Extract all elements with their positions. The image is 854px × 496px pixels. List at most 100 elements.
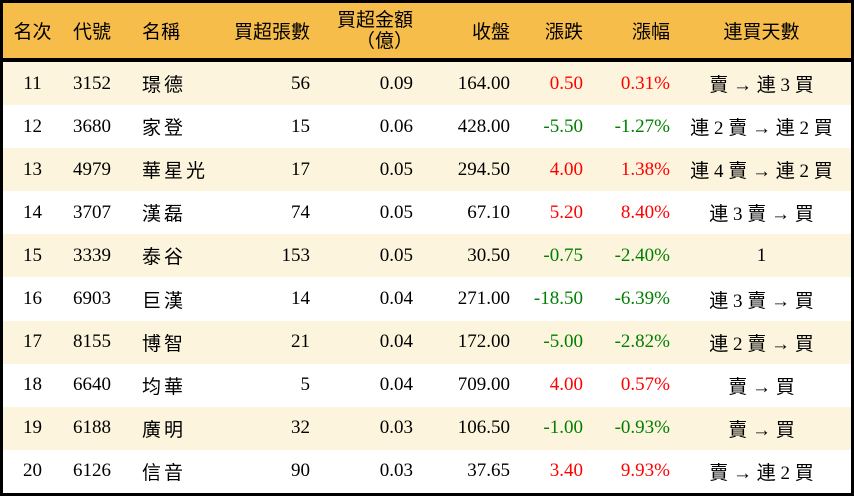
- table-row: 16 6903 巨漢 14 0.04 271.00 -18.50 -6.39% …: [3, 277, 851, 321]
- cell-streak: 1: [756, 244, 767, 266]
- table-row: 12 3680 家登 15 0.06 428.00 -5.50 -1.27% 連…: [3, 105, 851, 149]
- header-close: 收盤: [471, 22, 510, 43]
- cell-change: 4.00: [549, 158, 583, 180]
- cell-close: 37.65: [467, 460, 510, 482]
- cell-streak: 賣 → 買: [728, 376, 795, 398]
- cell-name: 華星光: [142, 161, 209, 183]
- cell-name: 家登: [142, 118, 187, 140]
- cell-rank: 17: [23, 331, 42, 353]
- cell-name: 璟德: [142, 75, 187, 97]
- cell-name: 泰谷: [142, 247, 187, 269]
- cell-buy-volume: 32: [291, 417, 310, 439]
- cell-code: 6640: [73, 374, 111, 396]
- cell-change: -5.00: [543, 331, 583, 353]
- cell-code: 3339: [73, 244, 111, 266]
- cell-rank: 19: [23, 417, 42, 439]
- cell-name: 漢磊: [142, 204, 187, 226]
- cell-streak: 連 4 賣 → 連 2 買: [690, 161, 833, 183]
- cell-streak: 賣 → 買: [728, 419, 795, 441]
- table-row: 20 6126 信音 90 0.03 37.65 3.40 9.93% 賣 → …: [3, 449, 851, 493]
- cell-close: 164.00: [457, 72, 510, 94]
- cell-buy-amount: 0.03: [379, 460, 413, 482]
- header-change: 漲跌: [544, 22, 583, 43]
- cell-streak: 連 3 賣 → 買: [709, 204, 814, 226]
- cell-change-pct: -2.82%: [614, 331, 670, 353]
- cell-buy-volume: 74: [291, 201, 310, 223]
- cell-code: 6188: [73, 417, 111, 439]
- cell-change: -1.00: [543, 417, 583, 439]
- cell-buy-amount: 0.06: [379, 115, 413, 137]
- cell-rank: 20: [23, 460, 42, 482]
- cell-buy-amount: 0.04: [379, 374, 413, 396]
- cell-buy-volume: 14: [291, 288, 310, 310]
- table-row: 11 3152 璟德 56 0.09 164.00 0.50 0.31% 賣 →…: [3, 62, 851, 106]
- cell-rank: 11: [23, 72, 42, 94]
- cell-change-pct: 0.57%: [620, 374, 670, 396]
- table-body: 11 3152 璟德 56 0.09 164.00 0.50 0.31% 賣 →…: [3, 62, 851, 493]
- cell-rank: 15: [23, 244, 42, 266]
- cell-rank: 12: [23, 115, 42, 137]
- cell-buy-volume: 5: [300, 374, 311, 396]
- table-header-row: 名次 代號 名稱 買超張數 買超金額 （億） 收盤 漲跌 漲幅 連買天數: [3, 3, 851, 62]
- cell-close: 172.00: [457, 331, 510, 353]
- cell-close: 428.00: [457, 115, 510, 137]
- cell-buy-volume: 15: [291, 115, 310, 137]
- cell-name: 信音: [142, 462, 187, 484]
- table-row: 18 6640 均華 5 0.04 709.00 4.00 0.57% 賣 → …: [3, 363, 851, 407]
- cell-buy-volume: 17: [291, 158, 310, 180]
- cell-change-pct: 9.93%: [620, 460, 670, 482]
- header-change-pct: 漲幅: [631, 22, 670, 43]
- cell-buy-amount: 0.05: [379, 244, 413, 266]
- header-name: 名稱: [142, 22, 181, 43]
- cell-rank: 13: [23, 158, 42, 180]
- cell-change: 4.00: [549, 374, 583, 396]
- cell-change-pct: -1.27%: [614, 115, 670, 137]
- cell-change-pct: -0.93%: [614, 417, 670, 439]
- cell-name: 均華: [142, 376, 187, 398]
- cell-buy-volume: 153: [281, 244, 311, 266]
- cell-rank: 14: [23, 201, 42, 223]
- cell-name: 博智: [142, 333, 187, 355]
- header-streak: 連買天數: [723, 22, 800, 43]
- cell-rank: 16: [23, 288, 42, 310]
- cell-name: 巨漢: [142, 290, 187, 312]
- table-row: 14 3707 漢磊 74 0.05 67.10 5.20 8.40% 連 3 …: [3, 191, 851, 235]
- cell-name: 廣明: [142, 419, 187, 441]
- cell-code: 3680: [73, 115, 111, 137]
- cell-change: -18.50: [533, 288, 583, 310]
- cell-change-pct: -6.39%: [614, 288, 670, 310]
- cell-close: 709.00: [457, 374, 510, 396]
- cell-close: 106.50: [457, 417, 510, 439]
- header-rank: 名次: [13, 22, 52, 43]
- cell-code: 6903: [73, 288, 111, 310]
- cell-rank: 18: [23, 374, 42, 396]
- cell-code: 8155: [73, 331, 111, 353]
- cell-buy-amount: 0.05: [379, 158, 413, 180]
- cell-buy-amount: 0.05: [379, 201, 413, 223]
- table-row: 15 3339 泰谷 153 0.05 30.50 -0.75 -2.40% 1: [3, 234, 851, 278]
- cell-change-pct: -2.40%: [614, 244, 670, 266]
- cell-buy-amount: 0.04: [379, 331, 413, 353]
- header-buy-amount: 買超金額 （億）: [312, 10, 415, 52]
- header-code: 代號: [72, 22, 111, 43]
- cell-code: 6126: [73, 460, 111, 482]
- cell-close: 294.50: [457, 158, 510, 180]
- cell-code: 3707: [73, 201, 111, 223]
- cell-close: 30.50: [467, 244, 510, 266]
- cell-buy-amount: 0.09: [379, 72, 413, 94]
- cell-change: 0.50: [549, 72, 583, 94]
- cell-code: 3152: [73, 72, 111, 94]
- cell-change: -5.50: [543, 115, 583, 137]
- cell-change-pct: 0.31%: [620, 72, 670, 94]
- cell-change: -0.75: [543, 244, 583, 266]
- cell-streak: 連 2 賣 → 連 2 買: [690, 118, 833, 140]
- cell-close: 271.00: [457, 288, 510, 310]
- cell-streak: 連 2 賣 → 買: [709, 333, 814, 355]
- cell-buy-volume: 21: [291, 331, 310, 353]
- cell-change-pct: 1.38%: [620, 158, 670, 180]
- table-row: 17 8155 博智 21 0.04 172.00 -5.00 -2.82% 連…: [3, 320, 851, 364]
- table-row: 13 4979 華星光 17 0.05 294.50 4.00 1.38% 連 …: [3, 148, 851, 192]
- cell-buy-volume: 90: [291, 460, 310, 482]
- table-row: 19 6188 廣明 32 0.03 106.50 -1.00 -0.93% 賣…: [3, 406, 851, 450]
